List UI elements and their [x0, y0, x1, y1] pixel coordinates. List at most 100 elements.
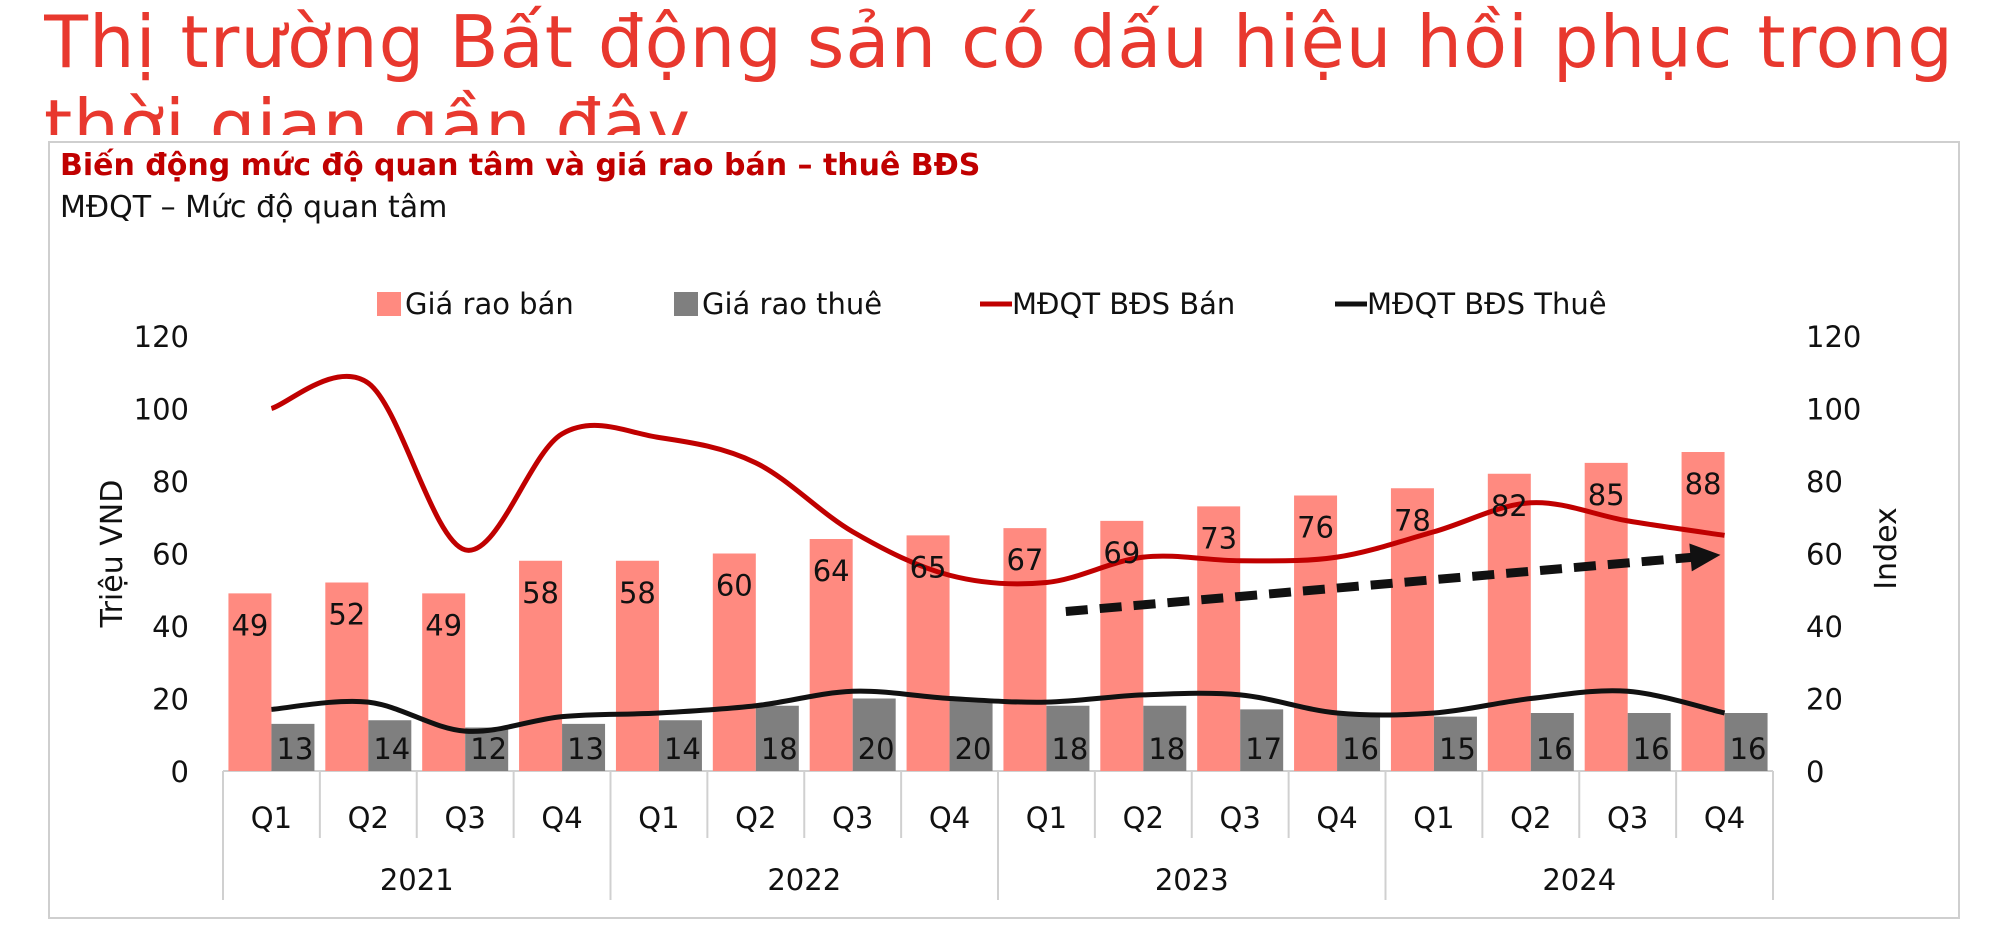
x-tick-label: Q1: [638, 801, 679, 835]
trend-arrow-line: [1065, 552, 1695, 616]
bar-rent: [465, 727, 509, 771]
data-label-rent: 16: [1342, 732, 1379, 766]
x-group-label: 2022: [767, 863, 841, 897]
bar-sale: [325, 582, 369, 771]
bar-rent: [1143, 705, 1187, 771]
x-tick-label: Q4: [541, 801, 582, 835]
data-label-rent: 18: [1051, 732, 1088, 766]
x-group-label: 2021: [380, 863, 454, 897]
data-label-sale: 58: [522, 576, 559, 610]
y-tick-label: 80: [152, 465, 189, 499]
data-label-sale: 73: [1200, 521, 1237, 555]
data-label-rent: 15: [1439, 732, 1476, 766]
bar-rent: [755, 705, 799, 771]
data-label-rent: 14: [373, 732, 410, 766]
bar-sale: [615, 560, 659, 771]
bar-sale: [1681, 452, 1725, 771]
bar-rent: [368, 720, 412, 771]
x-tick-label: Q2: [735, 801, 776, 835]
x-tick-label: Q3: [1607, 801, 1648, 835]
data-label-rent: 13: [567, 732, 604, 766]
data-label-sale: 58: [619, 576, 656, 610]
x-tick-label: Q3: [445, 801, 486, 835]
y-axis-title: Triệu VND: [95, 480, 130, 629]
y-tick-label: 100: [134, 393, 189, 427]
legend-label-rent: Giá rao thuê: [702, 287, 882, 321]
y2-tick-label: 60: [1806, 538, 1843, 572]
bar-rent: [1627, 713, 1671, 771]
data-label-rent: 18: [1148, 732, 1185, 766]
legend-label-line-sale: MĐQT BĐS Bán: [1012, 287, 1235, 321]
y-tick-label: 60: [152, 538, 189, 572]
y-tick-label: 0: [171, 755, 189, 789]
data-label-sale: 49: [425, 608, 462, 642]
bar-rent: [1240, 709, 1284, 771]
data-label-rent: 20: [858, 732, 895, 766]
chart-bars: [228, 452, 1768, 771]
data-label-rent: 16: [1633, 732, 1670, 766]
data-label-rent: 13: [276, 732, 313, 766]
trend-arrow-head: [1689, 543, 1721, 572]
bar-sale: [422, 593, 466, 771]
y2-tick-label: 0: [1806, 755, 1824, 789]
y-tick-label: 120: [134, 320, 189, 354]
data-label-sale: 64: [813, 554, 850, 588]
data-label-rent: 17: [1245, 732, 1282, 766]
line-rent-interest: [271, 688, 1726, 734]
bar-rent: [562, 723, 606, 771]
bar-rent: [1530, 713, 1574, 771]
bar-sale: [1294, 495, 1338, 771]
y-tick-label: 20: [152, 683, 189, 717]
bar-sale: [809, 539, 853, 771]
bar-sale: [1487, 473, 1531, 771]
x-tick-label: Q2: [1123, 801, 1164, 835]
chart-legend: Giá rao bán Giá rao thuê MĐQT BĐS Bán MĐQT …: [377, 287, 1607, 321]
data-label-sale: 78: [1394, 503, 1431, 537]
chart-lines: [270, 374, 1726, 734]
data-label-sale: 76: [1297, 511, 1334, 545]
x-tick-label: Q3: [832, 801, 873, 835]
legend-swatch-rent: [674, 292, 698, 316]
data-label-rent: 16: [1536, 732, 1573, 766]
bar-sale: [519, 560, 563, 771]
bar-sale: [1003, 528, 1047, 771]
legend-swatch-sale: [377, 292, 401, 316]
data-label-sale: 52: [328, 598, 365, 632]
legend-label-sale: Giá rao bán: [405, 287, 574, 321]
chart-trend-arrow: [1065, 543, 1721, 616]
data-label-rent: 14: [664, 732, 701, 766]
y2-tick-label: 100: [1806, 393, 1861, 427]
x-tick-label: Q2: [1510, 801, 1551, 835]
data-label-rent: 12: [470, 732, 507, 766]
x-tick-label: Q4: [929, 801, 970, 835]
chart-subtitle: MĐQT – Mức độ quan tâm: [60, 190, 448, 225]
bar-rent: [1433, 716, 1477, 771]
data-label-sale: 65: [910, 550, 947, 584]
y2-axis-title: Index: [1869, 507, 1904, 590]
bar-rent: [1046, 705, 1090, 771]
chart-data-labels: 49 13 52 14 49 12 58 13 58 14 60 18 64 20 65 20 67 18 69 18…: [231, 467, 1766, 766]
bar-sale: [712, 553, 756, 771]
bar-rent: [271, 723, 315, 771]
x-tick-label: Q4: [1316, 801, 1357, 835]
data-label-rent: 20: [955, 732, 992, 766]
data-label-rent: 16: [1730, 732, 1767, 766]
y-tick-label: 40: [152, 610, 189, 644]
data-label-rent: 18: [761, 732, 798, 766]
x-tick-label: Q3: [1220, 801, 1261, 835]
y2-tick-label: 120: [1806, 320, 1861, 354]
chart-title: Biến động mức độ quan tâm và giá rao bán…: [60, 148, 981, 183]
legend-label-line-rent: MĐQT BĐS Thuê: [1367, 287, 1607, 321]
x-group-label: 2023: [1155, 863, 1229, 897]
line-sale-interest: [270, 374, 1725, 587]
bar-sale: [1197, 506, 1241, 771]
x-tick-label: Q1: [251, 801, 292, 835]
data-label-sale: 88: [1685, 467, 1722, 501]
x-tick-label: Q1: [1413, 801, 1454, 835]
bar-sale: [228, 593, 272, 771]
y2-tick-label: 80: [1806, 465, 1843, 499]
bar-rent: [949, 698, 993, 771]
page-title: Thị trường Bất động sản có dấu hiệu hồi …: [44, 0, 1954, 135]
x-group-label: 2024: [1542, 863, 1616, 897]
